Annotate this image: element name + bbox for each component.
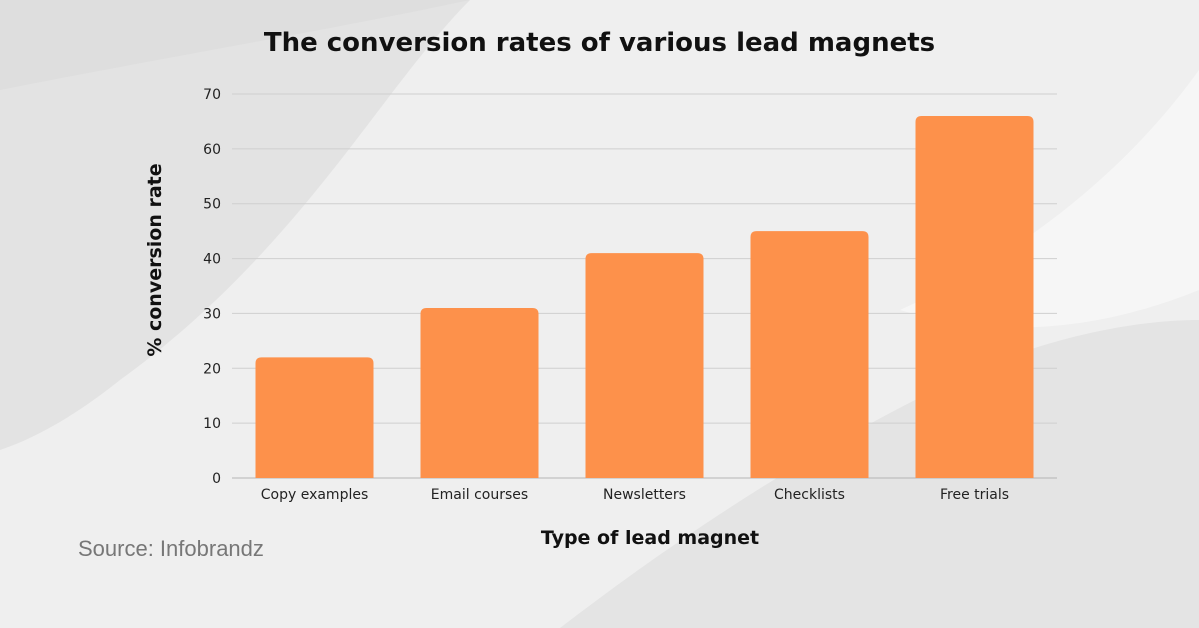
bar — [585, 253, 704, 478]
y-tick-label: 10 — [203, 416, 221, 432]
x-tick-label: Copy examples — [261, 487, 369, 503]
bar — [255, 357, 374, 478]
x-tick-label: Email courses — [431, 487, 528, 503]
x-tick-label: Newsletters — [603, 487, 686, 503]
x-tick-label: Free trials — [940, 487, 1009, 503]
y-axis-label: % conversion rate — [144, 163, 166, 357]
x-axis-label: Type of lead magnet — [540, 527, 760, 549]
source-note: Source: Infobrandz — [78, 536, 264, 561]
y-tick-label: 70 — [203, 87, 221, 103]
y-tick-label: 40 — [203, 252, 221, 268]
y-tick-label: 60 — [203, 142, 221, 158]
bar — [420, 307, 539, 478]
bar — [750, 231, 869, 478]
chart-title: The conversion rates of various lead mag… — [263, 28, 936, 58]
y-tick-label: 30 — [203, 306, 221, 322]
y-tick-label: 0 — [212, 471, 221, 487]
y-tick-label: 50 — [203, 197, 221, 213]
y-tick-label: 20 — [203, 361, 221, 377]
bar — [915, 115, 1034, 478]
x-tick-label: Checklists — [774, 487, 845, 503]
